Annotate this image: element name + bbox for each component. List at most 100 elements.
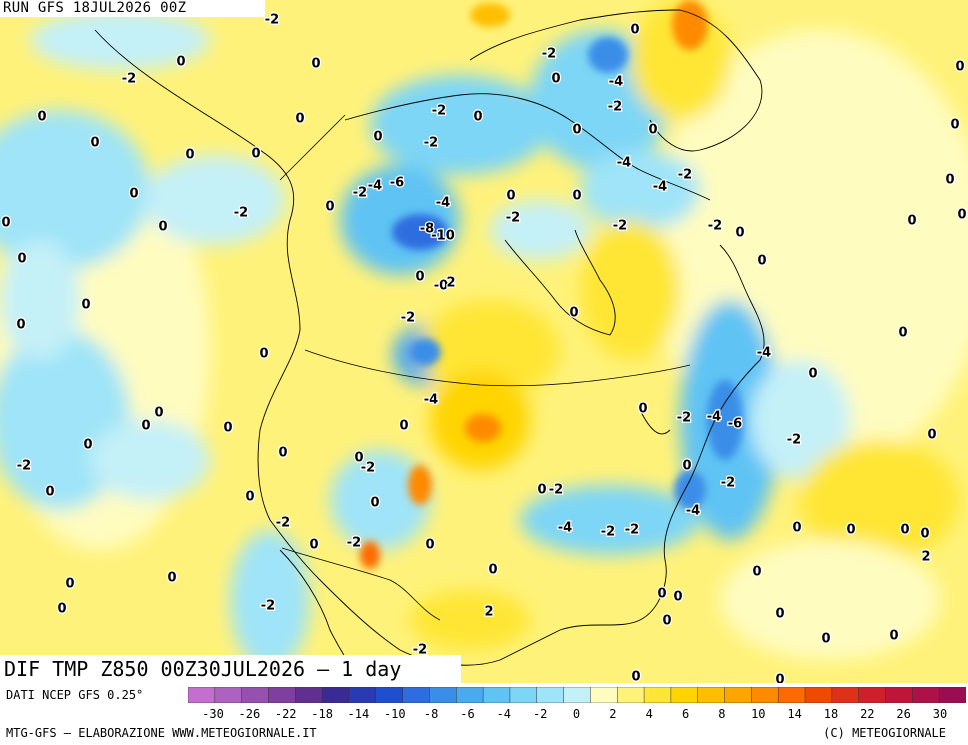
contour-value-label: -2 <box>708 219 722 234</box>
contour-value-label: 0 <box>775 673 784 684</box>
contour-value-label: 0 <box>898 326 907 341</box>
map-title: DIF TMP Z850 00Z30JUL2026 – 1 day <box>0 655 461 683</box>
contour-value-label: 0 <box>735 226 744 241</box>
contour-value-label: 0 <box>158 220 167 235</box>
color-scale-swatch <box>536 687 565 703</box>
color-scale-swatch <box>912 687 940 703</box>
color-scale-swatch <box>509 687 538 703</box>
contour-value-label: 0 <box>65 577 74 592</box>
contour-value-label: 0 <box>90 136 99 151</box>
contour-value-label: -2 <box>353 186 367 201</box>
color-scale-ticks: -30 -26 -22 -18 -14 -10 -8 -6 -4 -2 0 2 4 6 8 10 14 18 22 2… <box>188 707 966 723</box>
contour-value-label: 0 <box>631 670 640 684</box>
contour-value-label: -2 <box>678 168 692 183</box>
color-scale-tick-label: 8 <box>718 707 726 721</box>
contour-value-label: -10 <box>431 229 455 244</box>
contour-value-label: 0 <box>311 57 320 72</box>
contour-value-label: 0 <box>846 523 855 538</box>
contour-value-label: 0 <box>630 23 639 38</box>
color-scale-swatch <box>938 687 966 703</box>
color-scale-swatch <box>616 687 645 703</box>
color-scale-tick-label: -18 <box>311 707 333 721</box>
contour-value-label: -2 <box>625 523 639 538</box>
contour-value-label: 0 <box>900 523 909 538</box>
contour-value-label: -2 <box>601 525 615 540</box>
color-scale-tick-label: -4 <box>496 707 512 721</box>
contour-value-label: 0 <box>37 110 46 125</box>
anomaly-cores <box>360 0 743 569</box>
contour-value-label: -4 <box>609 75 623 90</box>
contour-value-label: -2 <box>424 136 438 151</box>
contour-value-label: -4 <box>436 196 450 211</box>
contour-value-label: 0 <box>537 483 546 498</box>
contour-value-label: 0 <box>950 118 959 133</box>
color-scale-swatch <box>777 687 806 703</box>
color-scale-swatch <box>188 687 216 703</box>
contour-value-label: -2 <box>721 476 735 491</box>
color-scale-tick-label: -8 <box>423 707 439 721</box>
contour-value-label: -2 <box>542 47 556 62</box>
contour-value-label: 0 <box>551 72 560 87</box>
contour-value-label: 0 <box>154 406 163 421</box>
contour-value-label: -2 <box>432 104 446 119</box>
contour-value-label: -2 <box>413 643 427 658</box>
anomaly-field <box>0 0 968 670</box>
color-scale-bar <box>188 687 966 703</box>
contour-value-label: -2 <box>276 516 290 531</box>
contour-value-label: 0 <box>920 527 929 542</box>
contour-value-label: 0 <box>775 607 784 622</box>
contour-value-label: -8 <box>420 222 434 237</box>
contour-value-label: -4 <box>424 393 438 408</box>
contour-value-label: -2 <box>506 211 520 226</box>
color-scale-tick-label: -22 <box>274 707 297 721</box>
contour-value-label: -2 <box>265 13 279 28</box>
contour-value-label: 0 <box>83 438 92 453</box>
contour-value-label: 0 <box>223 421 232 436</box>
contour-value-label: 0 <box>399 419 408 434</box>
contour-value-label: 0 <box>295 112 304 127</box>
contour-value-label: 0 <box>752 565 761 580</box>
contour-value-label: -0 <box>434 279 448 294</box>
color-scale-swatch <box>295 687 323 703</box>
color-scale-tick-label: 0 <box>572 707 581 721</box>
contour-value-label: 0 <box>245 490 254 505</box>
color-scale-tick-label: 26 <box>896 707 911 721</box>
contour-value-label: 0 <box>927 428 936 443</box>
contour-value-label: 2 <box>484 605 493 620</box>
color-scale-swatch <box>214 687 243 703</box>
contour-value-label: 2 <box>921 550 930 565</box>
contour-value-label: -2 <box>787 433 801 448</box>
contour-value-label: -2 <box>613 219 627 234</box>
color-scale-tick-label: 2 <box>609 707 617 721</box>
contour-value-label: 0 <box>57 602 66 617</box>
color-scale-swatch <box>643 687 672 703</box>
contour-value-label: 0 <box>945 173 954 188</box>
color-scale-swatch <box>804 687 833 703</box>
contour-value-label: 0 <box>129 187 138 202</box>
contour-value-label: 0 <box>572 189 581 204</box>
contour-value-label: -2 <box>401 311 415 326</box>
contour-value-label: -2 <box>261 599 275 614</box>
color-scale-tick-label: 22 <box>860 707 875 721</box>
contour-value-label: 0 <box>185 148 194 163</box>
contour-value-label: 0 <box>325 200 334 215</box>
contour-value-label: 0 <box>45 485 54 500</box>
contour-value-label: 0 <box>425 538 434 553</box>
contour-value-label: -4 <box>686 504 700 519</box>
color-scale-swatch <box>429 687 457 703</box>
contour-value-label: 0 <box>657 587 666 602</box>
contour-value-label: 0 <box>278 446 287 461</box>
color-scale-tick-label: 6 <box>681 707 690 721</box>
contour-value-label: 0 <box>638 402 647 417</box>
contour-value-label: -4 <box>707 410 721 425</box>
contour-value-label: 0 <box>473 110 482 125</box>
contour-value-label: -4 <box>368 179 382 194</box>
credits-left: MTG-GFS – ELABORAZIONE WWW.METEOGIORNALE… <box>6 726 317 740</box>
contour-value-label: 0 <box>957 208 966 223</box>
footer: DATI NCEP GFS 0.25° -30 -26 -22 -18 -14 -10 -8… <box>0 683 968 745</box>
color-scale-tick-label: 10 <box>751 707 766 721</box>
color-scale-tick-label: -10 <box>383 707 406 721</box>
